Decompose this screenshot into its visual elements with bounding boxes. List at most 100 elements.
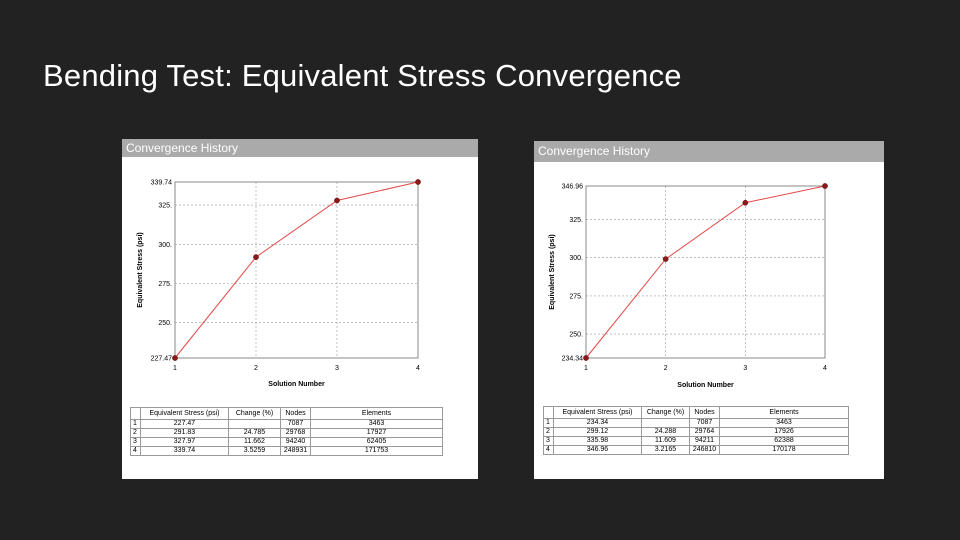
x-tick-label: 3 [335, 365, 339, 372]
panel-header: Convergence History [122, 139, 478, 157]
y-tick-label: 250. [158, 320, 172, 327]
x-tick-label: 3 [743, 365, 747, 372]
row-number: 1 [130, 419, 141, 429]
table-cell: 3463 [310, 419, 443, 429]
table-row: 4 346.96 3.2165 246810 170178 [543, 445, 849, 455]
row-number: 4 [543, 445, 554, 455]
y-tick-label: 250. [569, 332, 583, 339]
table-cell: 94211 [689, 436, 720, 446]
x-tick-label: 1 [584, 365, 588, 372]
table-cell: 327.97 [140, 437, 229, 447]
table-cell: 346.96 [553, 445, 642, 455]
y-axis-title: Equivalent Stress (psi) [137, 232, 144, 307]
table-cell: 7087 [689, 418, 720, 428]
table-cell: 24.288 [641, 427, 690, 437]
data-point [662, 256, 669, 262]
table-cell: 62388 [719, 436, 849, 446]
y-tick-label: 275. [158, 281, 172, 288]
column-header: Nodes [280, 407, 311, 420]
table-header-row: Equivalent Stress (psi) Change (%) Nodes El… [130, 407, 443, 420]
table-cell: 62405 [310, 437, 443, 447]
x-tick-label: 1 [173, 365, 177, 372]
x-axis-title: Solution Number [677, 382, 734, 389]
x-tick-label: 2 [254, 365, 258, 372]
plot-area [585, 185, 826, 359]
data-point [253, 254, 259, 260]
row-number: 3 [543, 436, 554, 446]
y-tick-label: 300. [569, 255, 583, 262]
y-tick-label: 275. [569, 293, 583, 300]
y-axis-title: Equivalent Stress (psi) [549, 234, 556, 309]
table-cell: 299.12 [553, 427, 642, 437]
data-point [334, 197, 340, 204]
column-header [543, 406, 554, 419]
column-header: Nodes [689, 406, 720, 419]
column-header: Elements [310, 407, 443, 420]
series-line [174, 181, 419, 359]
column-header: Equivalent Stress (psi) [553, 406, 642, 419]
convergence-table-2: Equivalent Stress (psi) Change (%) Nodes El… [543, 406, 849, 455]
table-cell: 29764 [689, 427, 720, 437]
table-cell: 227.47 [140, 419, 229, 429]
table-cell: 234.34 [553, 418, 642, 428]
convergence-panel-1: Convergence History 227.47 250. 275. 300. 32… [122, 139, 478, 479]
table-cell [641, 418, 690, 428]
y-tick-label: 300. [158, 242, 172, 249]
column-header: Equivalent Stress (psi) [140, 407, 229, 420]
table-cell: 170178 [719, 445, 849, 455]
y-tick-label: 339.74 [151, 180, 173, 187]
table-row: 3 335.98 11.609 94211 62388 [543, 436, 849, 446]
plot-area [174, 181, 419, 359]
table-cell: 94240 [280, 437, 311, 447]
row-number: 4 [130, 446, 141, 456]
x-axis-title: Solution Number [268, 381, 325, 388]
convergence-panel-2: Convergence History 234.34 250. 275. 300. 32… [534, 141, 884, 479]
data-point [742, 199, 749, 206]
table-cell: 29768 [280, 428, 311, 438]
row-number: 2 [543, 427, 554, 437]
table-cell: 7087 [280, 419, 311, 429]
column-header: Change (%) [228, 407, 281, 420]
y-tick-label: 227.47 [151, 356, 173, 363]
table-cell: 17926 [719, 427, 849, 437]
slide-title: Bending Test: Equivalent Stress Converge… [43, 58, 682, 93]
table-row: 2 299.12 24.288 29764 17926 [543, 427, 849, 437]
table-cell: 3.2165 [641, 445, 690, 455]
data-point [415, 179, 421, 185]
row-number: 1 [543, 418, 554, 428]
table-cell: 246810 [689, 445, 720, 455]
column-header: Change (%) [641, 406, 690, 419]
table-cell: 171753 [310, 446, 443, 456]
table-cell: 248931 [280, 446, 311, 456]
table-row: 1 234.34 7087 3463 [543, 418, 849, 428]
x-tick-label: 4 [416, 365, 420, 372]
table-cell: 11.662 [228, 437, 281, 447]
column-header: Elements [719, 406, 849, 419]
table-cell: 291.83 [140, 428, 229, 438]
y-tick-label: 234.34 [562, 356, 584, 363]
data-point [583, 355, 589, 361]
convergence-chart-2: 234.34 250. 275. 300. 325. 346.96 1 2 3 4 Solution… [549, 183, 828, 389]
table-row: 4 339.74 3.5259 248931 171753 [130, 446, 443, 456]
row-number: 3 [130, 437, 141, 447]
table-cell: 335.98 [553, 436, 642, 446]
y-tick-label: 325. [158, 203, 172, 210]
data-point [172, 355, 178, 361]
table-cell: 24.785 [228, 428, 281, 438]
row-number: 2 [130, 428, 141, 438]
table-cell [228, 419, 281, 429]
series-line [585, 185, 826, 359]
data-point [822, 183, 828, 189]
y-tick-label: 346.96 [562, 184, 584, 191]
table-header-row: Equivalent Stress (psi) Change (%) Nodes El… [543, 406, 849, 419]
y-tick-label: 325. [569, 217, 583, 224]
table-cell: 11.609 [641, 436, 690, 446]
table-row: 1 227.47 7087 3463 [130, 419, 443, 429]
convergence-chart-1: 227.47 250. 275. 300. 325. 339.74 1 2 3 4 Solution… [137, 179, 421, 388]
column-header [130, 407, 141, 420]
x-tick-label: 4 [823, 365, 827, 372]
table-cell: 3463 [719, 418, 849, 428]
table-cell: 17927 [310, 428, 443, 438]
x-tick-label: 2 [664, 365, 668, 372]
table-row: 2 291.83 24.785 29768 17927 [130, 428, 443, 438]
